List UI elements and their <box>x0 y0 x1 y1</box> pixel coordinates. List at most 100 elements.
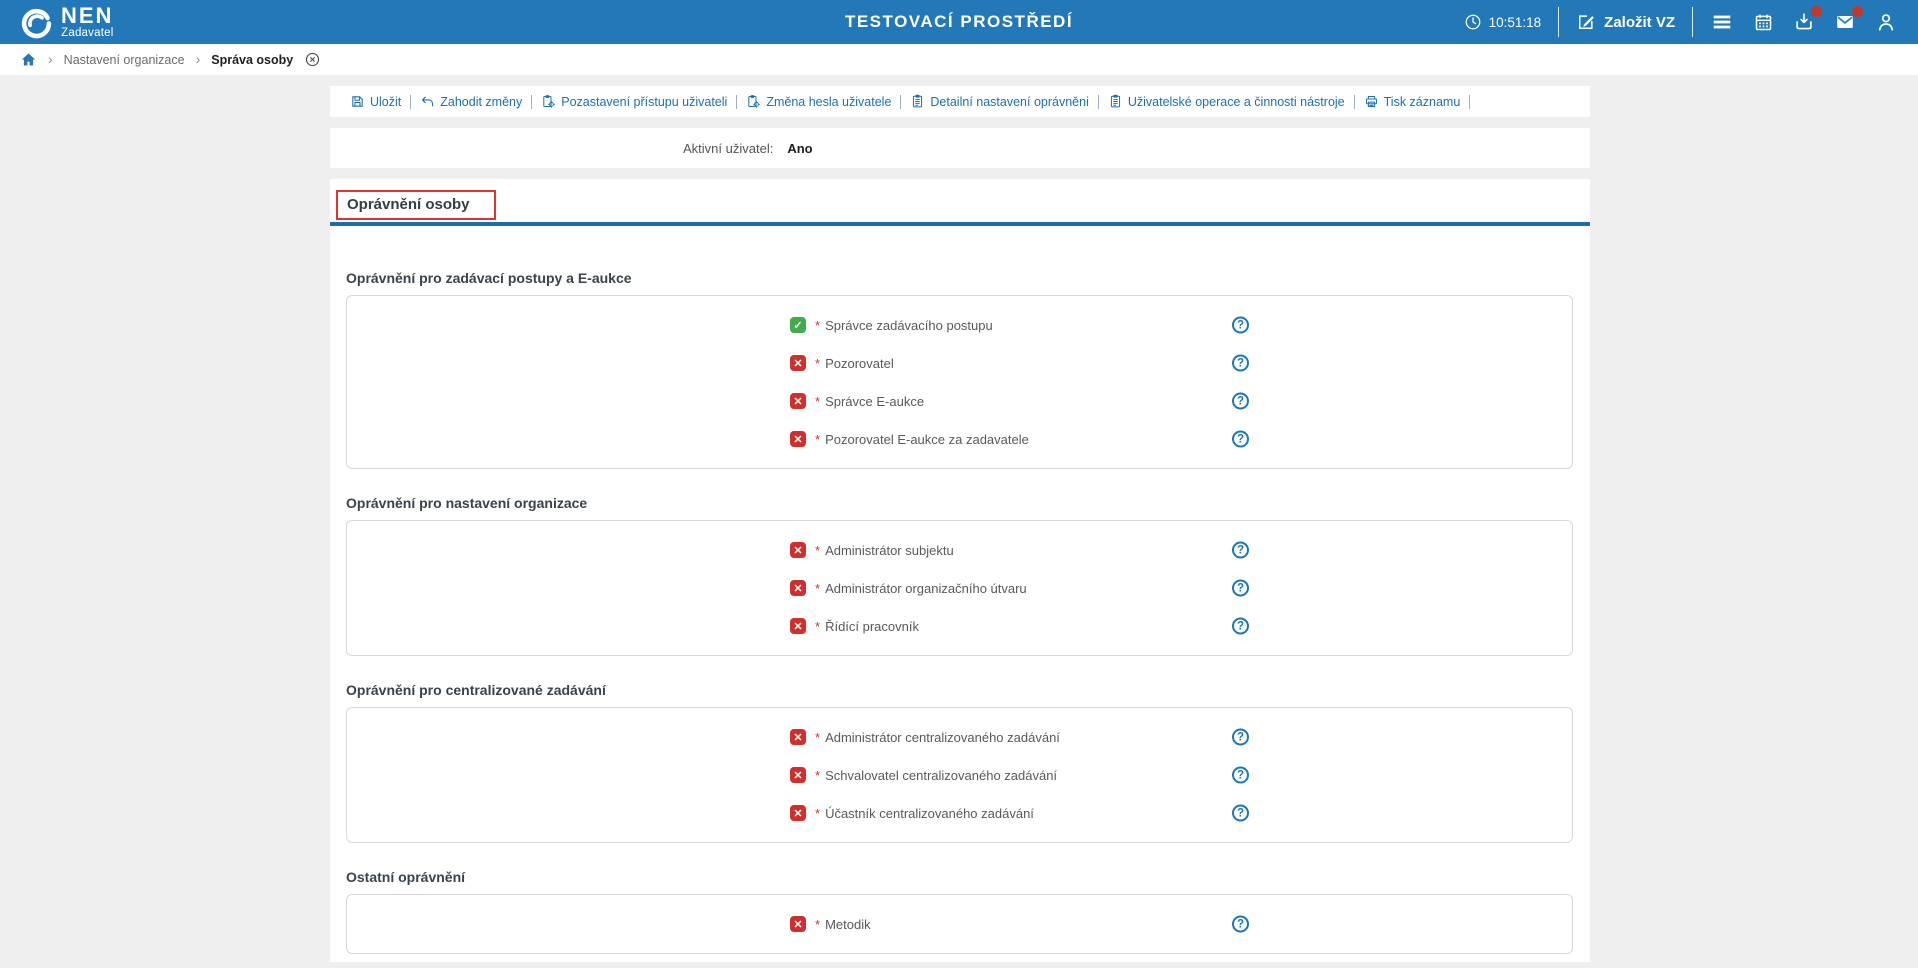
toolbar-button[interactable]: Zahodit změny <box>420 94 522 109</box>
toolbar-button-icon <box>910 94 925 109</box>
permission-label: Administrátor organizačního útvaru <box>825 580 1027 596</box>
toolbar-button-icon <box>541 94 556 109</box>
permission-row: ✕ * Řídící pracovník ? <box>347 607 1572 645</box>
home-icon[interactable] <box>20 51 37 68</box>
session-time: 10:51:18 <box>1488 14 1542 30</box>
breadcrumb-item-sprava-osoby[interactable]: Správa osoby <box>211 52 294 67</box>
section-title: Oprávnění pro centralizované zadávání <box>346 682 606 698</box>
section-panel: ✓ * Správce zadávacího postupu ? ✕ * Poz… <box>346 295 1573 469</box>
permission-label: Pozorovatel E-aukce za zadavatele <box>825 431 1029 447</box>
nen-logo-icon <box>20 6 53 39</box>
toolbar-divider <box>736 94 738 109</box>
clock-icon <box>1464 13 1482 31</box>
permission-label: Správce E-aukce <box>825 393 925 409</box>
breadcrumb-separator: › <box>195 50 201 67</box>
toolbar-button[interactable]: Pozastavení přístupu uživateli <box>541 94 727 109</box>
messages-notification-dot <box>1852 6 1863 17</box>
toolbar-button[interactable]: Změna hesla uživatele <box>746 94 891 109</box>
messages-button[interactable] <box>1833 6 1863 34</box>
permission-checkbox[interactable]: ✓ <box>790 317 806 333</box>
permission-label: Metodik <box>825 916 871 932</box>
toolbar-button-icon <box>1108 94 1123 109</box>
required-asterisk: * <box>815 580 821 596</box>
help-icon[interactable]: ? <box>1232 392 1249 410</box>
required-asterisk: * <box>815 431 821 447</box>
permission-row: ✕ * Pozorovatel ? <box>347 344 1572 382</box>
help-icon[interactable]: ? <box>1232 430 1249 448</box>
menu-button[interactable] <box>1710 10 1734 34</box>
permission-checkbox[interactable]: ✕ <box>790 805 806 821</box>
toolbar-items: Uložit Zahodit změny Pozastavení přístup… <box>350 94 1479 109</box>
breadcrumb: › Nastavení organizace › Správa osoby <box>0 44 1918 75</box>
required-asterisk: * <box>815 393 821 409</box>
permission-checkbox[interactable]: ✕ <box>790 767 806 783</box>
tab-strip: Oprávnění osoby <box>330 190 1590 226</box>
permission-checkbox[interactable]: ✕ <box>790 431 806 447</box>
permission-section: Oprávnění pro zadávací postupy a E-aukce… <box>346 270 1573 469</box>
permission-label: Schvalovatel centralizovaného zadávání <box>825 767 1058 783</box>
required-asterisk: * <box>815 729 821 745</box>
required-asterisk: * <box>815 618 821 634</box>
section-panel: ✕ * Administrátor subjektu ? ✕ * Adminis… <box>346 520 1573 656</box>
brand-role: Zadavatel <box>61 26 114 39</box>
help-icon[interactable]: ? <box>1232 354 1249 372</box>
hamburger-icon <box>1711 11 1733 33</box>
help-icon[interactable]: ? <box>1232 766 1249 784</box>
tab-opravneni-osoby[interactable]: Oprávnění osoby <box>336 190 496 220</box>
toolbar-divider <box>1097 94 1099 109</box>
toolbar-button[interactable]: Detailní nastavení oprávněni <box>910 94 1089 109</box>
permission-row: ✕ * Správce E-aukce ? <box>347 382 1572 420</box>
session-clock: 10:51:18 <box>1464 13 1542 31</box>
permission-row: ✓ * Správce zadávacího postupu ? <box>347 306 1572 344</box>
help-icon[interactable]: ? <box>1232 541 1249 559</box>
toolbar-divider <box>1353 94 1355 109</box>
permission-label: Administrátor subjektu <box>825 542 954 558</box>
top-bar-actions: 10:51:18 Založit VZ <box>1464 6 1898 37</box>
create-vz-button[interactable]: Založit VZ <box>1576 12 1675 32</box>
divider <box>1558 7 1560 37</box>
permission-label: Pozorovatel <box>825 355 894 371</box>
active-user-row: Aktivní uživatel: Ano <box>330 128 1590 168</box>
calendar-button[interactable] <box>1751 10 1775 34</box>
help-icon[interactable]: ? <box>1232 804 1249 822</box>
divider <box>1692 7 1693 37</box>
permission-label: Řídící pracovník <box>825 618 919 634</box>
toolbar-button-icon <box>746 94 761 109</box>
person-icon <box>1875 11 1897 33</box>
app-logo[interactable]: NEN Zadavatel <box>20 4 114 39</box>
help-icon[interactable]: ? <box>1232 579 1249 597</box>
required-asterisk: * <box>815 916 821 932</box>
permission-label: Účastník centralizovaného zadávání <box>825 805 1034 821</box>
environment-title: TESTOVACÍ PROSTŘEDÍ <box>844 12 1074 31</box>
permission-section: Ostatní oprávnění ✕ * Metodik ? <box>346 869 1573 954</box>
toolbar-divider <box>1469 94 1471 109</box>
permission-checkbox[interactable]: ✕ <box>790 580 806 596</box>
calendar-icon <box>1753 12 1774 33</box>
section-panel: ✕ * Metodik ? <box>346 894 1573 954</box>
toolbar-button-icon <box>420 94 435 109</box>
toolbar-button[interactable]: Uložit <box>350 94 401 109</box>
required-asterisk: * <box>815 805 821 821</box>
toolbar-button[interactable]: Tisk záznamu <box>1364 94 1460 109</box>
permission-checkbox[interactable]: ✕ <box>790 729 806 745</box>
permission-checkbox[interactable]: ✕ <box>790 355 806 371</box>
permission-checkbox[interactable]: ✕ <box>790 618 806 634</box>
profile-button[interactable] <box>1874 10 1898 34</box>
breadcrumb-item-nastaveni-organizace[interactable]: Nastavení organizace <box>63 52 185 67</box>
close-tab-icon[interactable] <box>304 51 321 68</box>
permission-checkbox[interactable]: ✕ <box>790 393 806 409</box>
help-icon[interactable]: ? <box>1232 915 1249 933</box>
permission-checkbox[interactable]: ✕ <box>790 542 806 558</box>
downloads-button[interactable] <box>1792 6 1822 34</box>
permission-checkbox[interactable]: ✕ <box>790 916 806 932</box>
help-icon[interactable]: ? <box>1232 316 1249 334</box>
required-asterisk: * <box>815 542 821 558</box>
help-icon[interactable]: ? <box>1232 617 1249 635</box>
active-user-value: Ano <box>787 140 813 156</box>
permission-row: ✕ * Administrátor subjektu ? <box>347 531 1572 569</box>
permission-row: ✕ * Metodik ? <box>347 905 1572 943</box>
toolbar-button[interactable]: Uživatelské operace a činnosti nástroje <box>1108 94 1345 109</box>
permission-row: ✕ * Pozorovatel E-aukce za zadavatele ? <box>347 420 1572 458</box>
required-asterisk: * <box>815 317 821 333</box>
help-icon[interactable]: ? <box>1232 728 1249 746</box>
